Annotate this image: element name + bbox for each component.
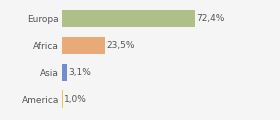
Bar xyxy=(62,90,64,108)
Bar xyxy=(62,63,67,81)
Text: 72,4%: 72,4% xyxy=(196,14,225,23)
Text: 3,1%: 3,1% xyxy=(68,68,91,77)
Bar xyxy=(62,37,105,54)
Bar xyxy=(62,10,195,27)
Text: 1,0%: 1,0% xyxy=(64,95,87,104)
Text: 23,5%: 23,5% xyxy=(106,41,134,50)
